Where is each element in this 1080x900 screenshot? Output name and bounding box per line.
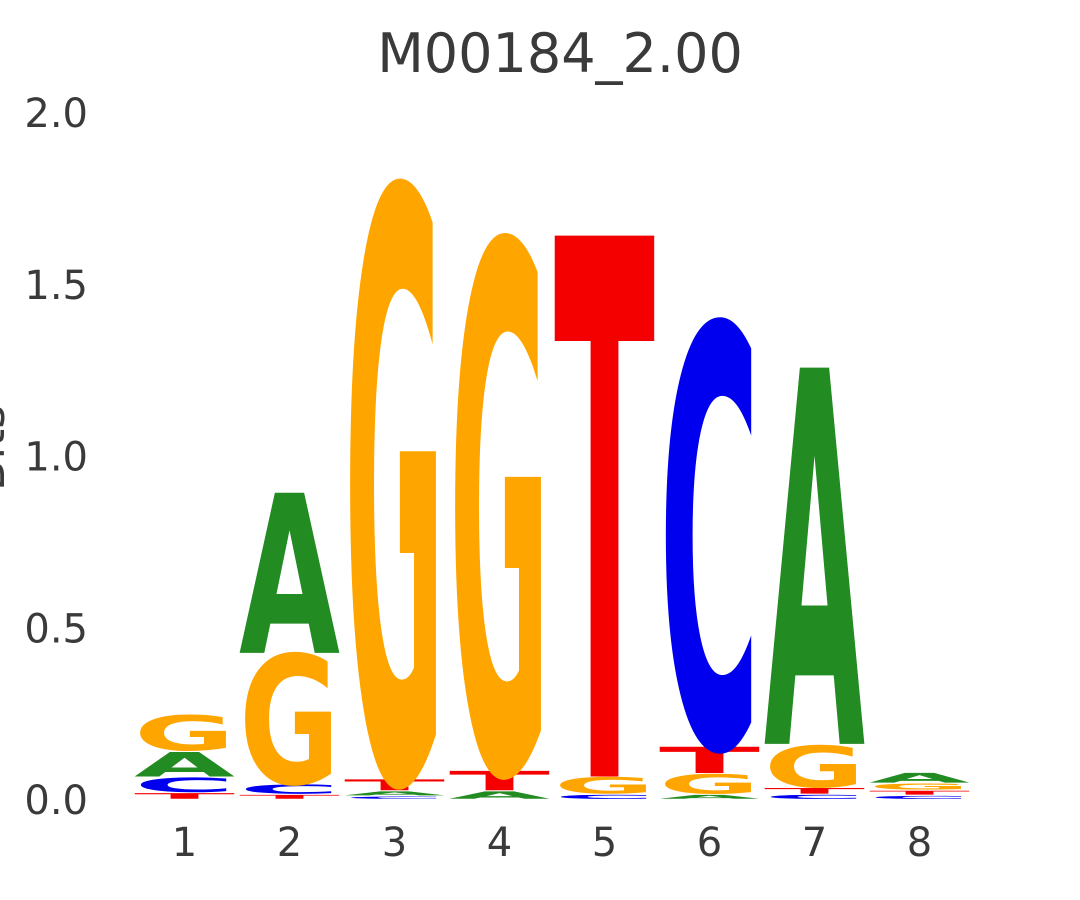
y-axis-ticks: 0.0 0.5 1.0 1.5 2.0 bbox=[24, 91, 88, 824]
logo-letter-G-pos2: G bbox=[239, 619, 340, 825]
logo-letter-A-pos1: A bbox=[134, 745, 235, 784]
logo-letter-glyph: A bbox=[449, 790, 550, 802]
logo-letter-A-pos4: A bbox=[449, 790, 550, 802]
logo-letter-G-pos7: G bbox=[764, 734, 865, 800]
x-axis-ticks: 1 2 3 4 5 6 7 8 bbox=[172, 820, 932, 866]
logo-letter-T-pos3: T bbox=[344, 777, 445, 794]
logo-letter-glyph: C bbox=[659, 209, 760, 881]
logo-letter-G-pos6: G bbox=[659, 769, 760, 800]
logo-letter-glyph: C bbox=[344, 796, 445, 800]
logo-letter-C-pos8: C bbox=[869, 795, 970, 800]
logo-letter-C-pos5: C bbox=[554, 794, 655, 800]
logo-letter-G-pos8: G bbox=[869, 782, 970, 791]
y-axis-label: Bits bbox=[0, 405, 15, 491]
logo-letter-T-pos4: T bbox=[449, 766, 550, 797]
logo-letter-T-pos1: T bbox=[134, 792, 235, 801]
x-tick-label: 7 bbox=[802, 820, 827, 866]
logo-letter-A-pos7: A bbox=[764, 266, 866, 867]
logo-letter-glyph: A bbox=[344, 790, 445, 796]
logo-letter-C-pos6: C bbox=[659, 209, 760, 881]
logo-letter-glyph: T bbox=[134, 792, 235, 801]
logo-letter-A-pos8: A bbox=[869, 770, 970, 786]
logo-letter-C-pos3: C bbox=[344, 796, 445, 800]
logo-letter-glyph: C bbox=[239, 782, 340, 796]
logo-letter-G-pos5: G bbox=[554, 774, 655, 799]
logo-letter-glyph: G bbox=[764, 734, 865, 800]
logo-letter-glyph: G bbox=[659, 769, 760, 800]
x-tick-label: 6 bbox=[697, 820, 722, 866]
x-tick-label: 1 bbox=[172, 820, 197, 866]
logo-letter-glyph: G bbox=[449, 99, 550, 900]
x-tick-label: 3 bbox=[382, 820, 407, 866]
y-tick-label: 0.0 bbox=[24, 778, 88, 824]
logo-letter-glyph: T bbox=[659, 740, 760, 782]
logo-letter-C-pos7: C bbox=[764, 794, 865, 800]
logo-letter-glyph: A bbox=[659, 794, 760, 800]
logo-letter-glyph: T bbox=[554, 88, 656, 900]
logo-letter-glyph: T bbox=[869, 790, 970, 796]
logo-letter-A-pos3: A bbox=[344, 790, 445, 796]
logo-letter-glyph: G bbox=[134, 707, 235, 762]
chart-title: M00184_2.00 bbox=[377, 22, 743, 85]
x-tick-label: 5 bbox=[592, 820, 617, 866]
y-tick-label: 0.5 bbox=[24, 606, 88, 652]
logo-letter-T-pos7: T bbox=[764, 787, 865, 796]
logo-letter-glyph: A bbox=[764, 266, 866, 867]
logo-letter-glyph: G bbox=[869, 782, 970, 791]
logo-letter-glyph: A bbox=[869, 770, 970, 786]
logo-letter-glyph: T bbox=[344, 777, 445, 794]
x-tick-label: 4 bbox=[487, 820, 512, 866]
y-tick-label: 2.0 bbox=[24, 91, 88, 137]
logo-letter-glyph: T bbox=[449, 766, 550, 797]
logo-letter-T-pos8: T bbox=[869, 790, 970, 796]
logo-letter-glyph: T bbox=[764, 787, 865, 796]
logo-letter-glyph: A bbox=[134, 745, 235, 784]
logo-letter-glyph: C bbox=[134, 774, 235, 797]
logo-letter-glyph: C bbox=[869, 795, 970, 800]
logo-letter-C-pos2: C bbox=[239, 782, 340, 796]
logo-letter-G-pos4: G bbox=[449, 99, 550, 900]
logo-letter-G-pos1: G bbox=[134, 707, 235, 762]
logo-letter-glyph: G bbox=[344, 28, 445, 900]
logo-letter-glyph: G bbox=[239, 619, 340, 825]
logo-letter-G-pos3: G bbox=[344, 28, 445, 900]
y-tick-label: 1.5 bbox=[24, 263, 88, 309]
logo-letter-T-pos5: T bbox=[554, 88, 656, 900]
logo-letter-C-pos1: C bbox=[134, 774, 235, 797]
x-tick-label: 2 bbox=[277, 820, 302, 866]
logo-letter-A-pos6: A bbox=[659, 794, 760, 800]
logo-letter-glyph: G bbox=[554, 774, 655, 799]
logo-letter-glyph: T bbox=[239, 794, 340, 800]
y-tick-label: 1.0 bbox=[24, 435, 88, 481]
logo-letter-glyph: C bbox=[554, 794, 655, 800]
logo-letter-glyph: C bbox=[764, 794, 865, 800]
logo-letter-T-pos6: T bbox=[659, 740, 760, 782]
logo-letter-T-pos2: T bbox=[239, 794, 340, 800]
logo-letter-A-pos2: A bbox=[239, 451, 340, 706]
x-tick-label: 8 bbox=[907, 820, 932, 866]
logo-letter-glyph: A bbox=[239, 451, 340, 706]
